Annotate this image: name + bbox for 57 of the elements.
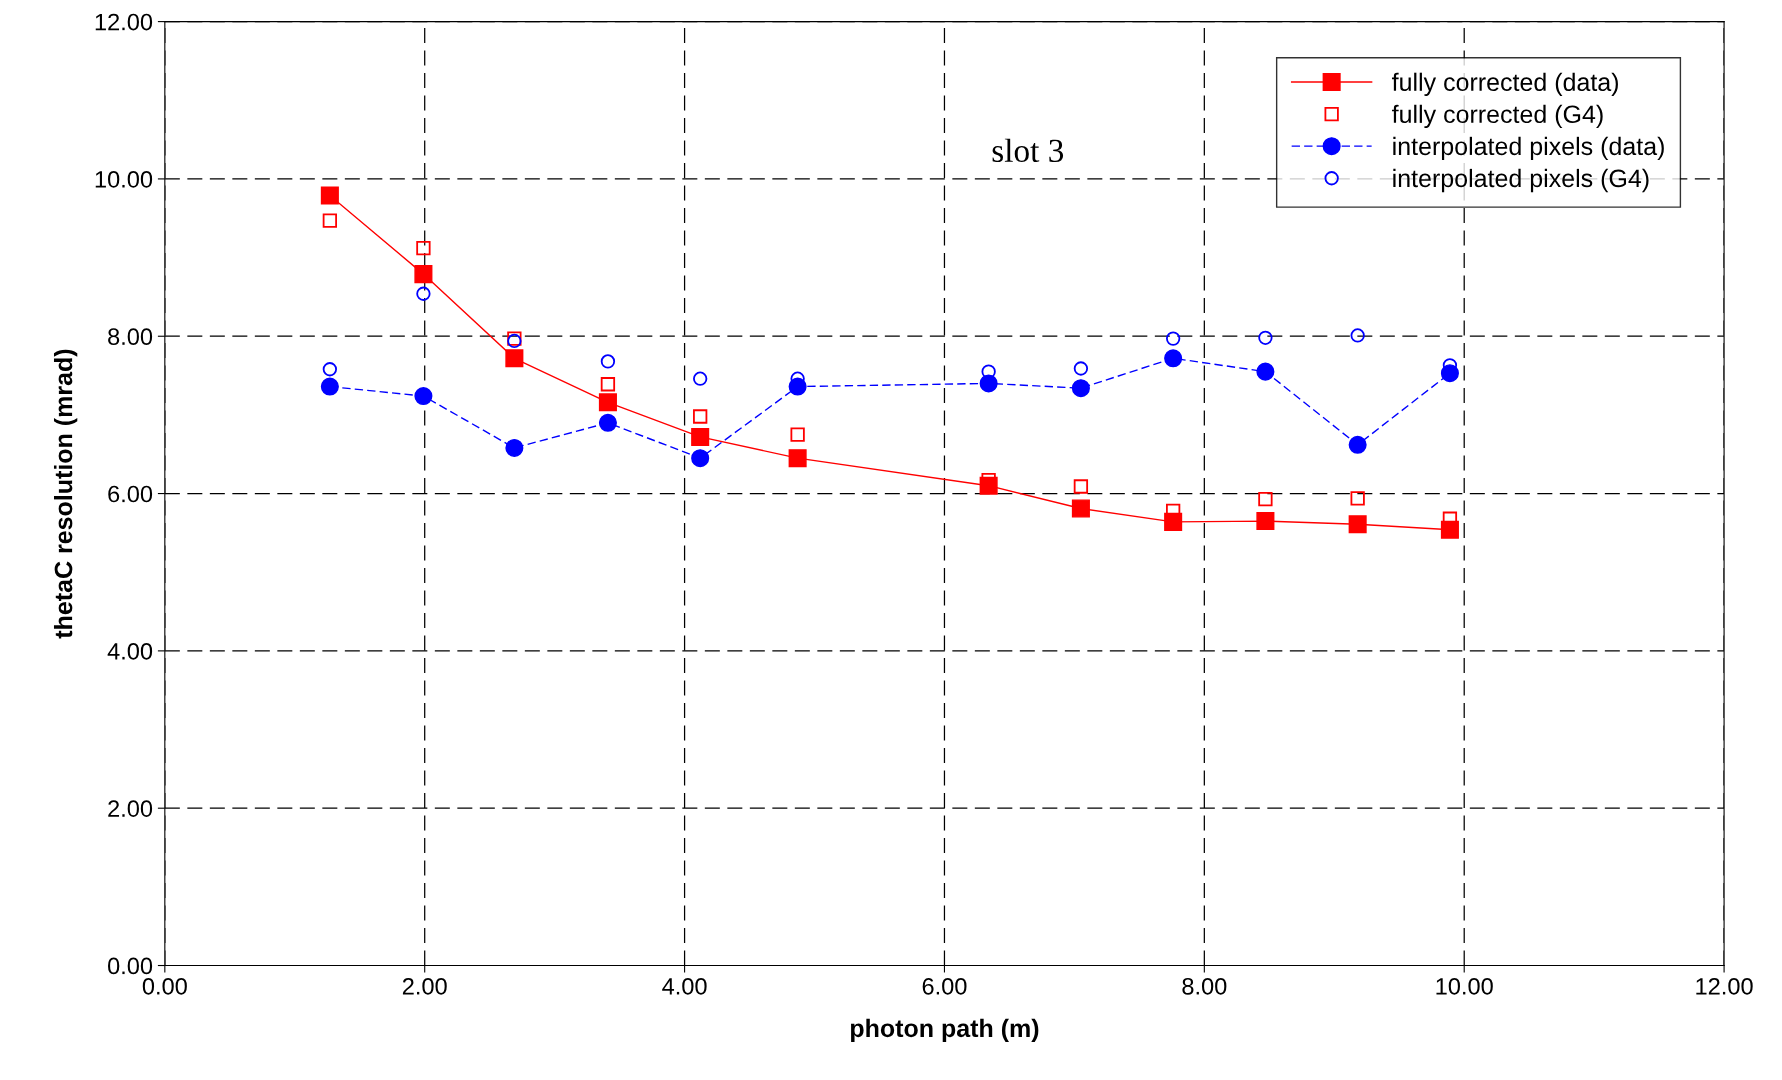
point [1073, 361, 1089, 376]
legend-label: interpolated pixels (G4) [1393, 168, 1649, 193]
legend-label: fully corrected (G4) [1392, 104, 1603, 129]
point [416, 286, 431, 301]
point [1071, 499, 1090, 518]
x-tick-label: 10.00 [1436, 977, 1493, 995]
point [979, 374, 998, 393]
point [1256, 512, 1275, 531]
point [414, 265, 433, 284]
point [505, 438, 524, 457]
x-axis-title: photon path (m) [851, 1018, 1039, 1043]
y-axis-title: thetaC resolution (mrad) [53, 349, 78, 639]
y-tick-label: 4.00 [107, 642, 153, 660]
x-tick-label: 8.00 [1182, 977, 1227, 995]
y-tick-label: 2.00 [108, 800, 153, 817]
x-tick-label: 6.00 [922, 977, 967, 995]
point [1165, 331, 1181, 346]
y-tick-label: 6.00 [108, 485, 153, 503]
y-tick-label: 12.00 [95, 13, 153, 31]
point [322, 213, 338, 228]
point [1164, 349, 1183, 368]
x-tick-label: 12.00 [1696, 977, 1753, 995]
point [1348, 435, 1367, 454]
point [693, 409, 708, 424]
annotation: slot 3 [992, 138, 1064, 163]
point [414, 386, 433, 406]
legend-label: interpolated pixels (data) [1393, 136, 1664, 161]
point [600, 354, 616, 369]
x-tick-label: 0.00 [142, 977, 187, 995]
point [598, 393, 617, 412]
point [981, 364, 996, 379]
point [691, 449, 710, 468]
x-tick-label: 4.00 [662, 977, 707, 995]
y-tick-label: 10.00 [95, 170, 153, 188]
point [788, 449, 807, 468]
point [1258, 330, 1273, 345]
point [693, 371, 708, 386]
point [1073, 479, 1089, 494]
point [1258, 491, 1273, 507]
point [320, 186, 339, 205]
point [790, 427, 805, 442]
point [1348, 515, 1367, 534]
point [1071, 379, 1090, 398]
point [691, 427, 710, 446]
legend-label: fully corrected (data) [1392, 72, 1618, 96]
point [320, 377, 339, 396]
point [1350, 328, 1365, 343]
point [600, 377, 616, 392]
y-tick-label: 8.00 [108, 328, 153, 346]
x-tick-label: 2.00 [402, 977, 447, 995]
point [322, 362, 338, 377]
point [416, 240, 431, 256]
y-tick-label: 0.00 [108, 957, 153, 975]
point [1256, 362, 1275, 381]
point [505, 349, 524, 368]
point [598, 413, 617, 432]
point [1350, 491, 1365, 506]
